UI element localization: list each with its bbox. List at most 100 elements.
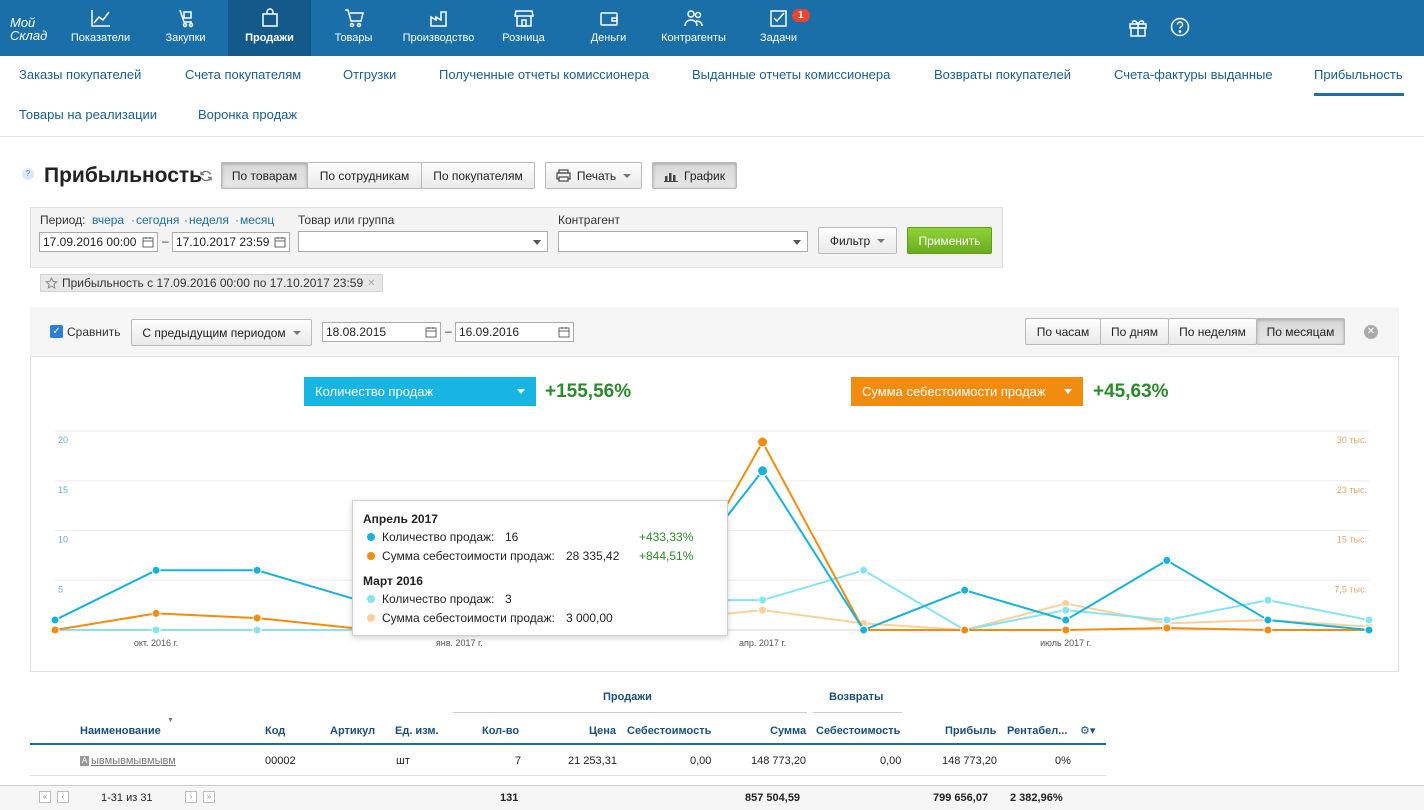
subnav-customer-returns[interactable]: Возвраты покупателей	[934, 67, 1071, 82]
period-yesterday-link[interactable]: вчера	[92, 213, 125, 227]
next-page-icon[interactable]: ›	[185, 791, 197, 803]
tooltip-label: Количество продаж:	[382, 592, 495, 606]
filter-button[interactable]: Фильтр	[818, 227, 897, 254]
refresh-icon[interactable]	[199, 169, 213, 183]
nav-item-money[interactable]: Деньги	[566, 0, 651, 56]
subnav-consignment[interactable]: Товары на реализации	[19, 107, 158, 122]
product-label: Товар или группа	[298, 213, 395, 227]
tooltip-delta: +844,51%	[639, 549, 694, 563]
compare-to-input[interactable]: 16.09.2016	[455, 322, 574, 342]
subnav-commission-issued[interactable]: Выданные отчеты комиссионера	[692, 67, 891, 82]
col-header-unit[interactable]: Ед. изм.	[395, 725, 439, 737]
help-icon[interactable]: ?	[22, 168, 34, 180]
left-metric-dropdown[interactable]: Количество продаж	[304, 377, 536, 406]
col-header-code[interactable]: Код	[265, 725, 286, 737]
data-point-cost_prev	[758, 605, 768, 615]
granularity-months-button[interactable]: По месяцам	[1256, 318, 1345, 345]
subnav-customer-orders[interactable]: Заказы покупателей	[19, 67, 142, 82]
col-header-name[interactable]: Наименование	[80, 725, 161, 737]
col-header-return-cost[interactable]: Себестоимость	[816, 725, 901, 737]
col-header-qty[interactable]: Кол-во	[482, 725, 520, 737]
date-from-input[interactable]: 17.09.2016 00:00	[39, 232, 158, 252]
data-point-qty_prev	[1263, 595, 1273, 605]
logo[interactable]: Мой Склад	[0, 0, 58, 56]
calendar-icon[interactable]	[274, 236, 286, 248]
right-metric-dropdown[interactable]: Сумма себестоимости продаж	[851, 377, 1083, 406]
tooltip-label: Сумма себестоимости продаж:	[382, 549, 555, 563]
period-week-link[interactable]: неделя	[189, 213, 229, 227]
group-by-goods-button[interactable]: По товарам	[221, 162, 308, 189]
calendar-icon[interactable]	[558, 326, 570, 338]
group-by-employees-button[interactable]: По сотрудникам	[307, 162, 422, 189]
gear-icon[interactable]: ⚙▾	[1080, 725, 1096, 737]
data-point-qty_prev	[1162, 615, 1172, 625]
calendar-icon[interactable]	[425, 326, 437, 338]
col-header-margin[interactable]: Рентабел...	[1007, 725, 1068, 737]
calendar-icon[interactable]	[142, 236, 154, 248]
subnav-shipments[interactable]: Отгрузки	[343, 67, 397, 82]
nav-item-purchases[interactable]: Закупки	[143, 0, 228, 56]
date-to-input[interactable]: 17.10.2017 23:59	[172, 232, 290, 252]
counterparty-select[interactable]	[558, 231, 808, 252]
close-chart-icon[interactable]: ✕	[1364, 325, 1378, 339]
y-left-tick-label: 10	[58, 535, 68, 545]
data-point-qty	[1162, 555, 1172, 565]
right-metric-label: Сумма себестоимости продаж	[862, 384, 1046, 399]
nav-item-tasks[interactable]: Задачи 1	[736, 0, 821, 56]
print-button[interactable]: Печать	[545, 162, 642, 189]
table-footer	[0, 785, 1424, 810]
total-sum: 857 504,59	[745, 792, 801, 804]
star-icon[interactable]	[45, 276, 58, 290]
compare-to-value: 16.09.2016	[459, 325, 520, 339]
nav-item-production[interactable]: Производство	[396, 0, 481, 56]
compare-from-input[interactable]: 18.08.2015	[322, 322, 441, 342]
col-header-sum[interactable]: Сумма	[770, 725, 807, 737]
apply-button[interactable]: Применить	[907, 227, 992, 254]
data-point-qty	[1061, 615, 1071, 625]
nav-item-retail[interactable]: Розница	[481, 0, 566, 56]
compare-mode-dropdown[interactable]: С предыдущим периодом	[131, 319, 312, 346]
help-circle-icon[interactable]	[1169, 16, 1191, 38]
row-unit: шт	[396, 755, 410, 767]
nav-item-counterparties[interactable]: Контрагенты	[651, 0, 736, 56]
nav-label: Деньги	[590, 32, 627, 44]
graph-button[interactable]: График	[652, 162, 737, 189]
tooltip-title-previous: Март 2016	[363, 574, 423, 588]
granularity-days-button[interactable]: По дням	[1100, 318, 1169, 345]
compare-checkbox[interactable]: ✓	[50, 325, 63, 338]
last-page-icon[interactable]: »	[203, 791, 215, 803]
date-range-dash: –	[162, 234, 169, 248]
product-select[interactable]	[298, 231, 548, 252]
close-icon[interactable]: ✕	[367, 277, 376, 289]
group-by-customers-button[interactable]: По покупателям	[421, 162, 535, 189]
nav-item-goods[interactable]: Товары	[311, 0, 396, 56]
chevron-down-icon	[533, 240, 541, 245]
nav-item-sales[interactable]: Продажи	[228, 0, 311, 56]
tooltip-dot	[367, 595, 375, 603]
period-label: Период:	[40, 213, 86, 227]
granularity-hours-button[interactable]: По часам	[1025, 318, 1101, 345]
subnav-sales-funnel[interactable]: Воронка продаж	[198, 107, 298, 122]
first-page-icon[interactable]: «	[39, 791, 51, 803]
granularity-weeks-button[interactable]: По неделям	[1168, 318, 1257, 345]
subnav-profitability[interactable]: Прибыльность	[1314, 67, 1403, 82]
graph-label: График	[684, 168, 725, 183]
subnav-invoices-issued[interactable]: Счета-фактуры выданные	[1114, 67, 1273, 82]
gift-icon[interactable]	[1127, 16, 1149, 38]
prev-page-icon[interactable]: ‹	[57, 791, 69, 803]
row-name-link[interactable]: ывмывмывмывм	[91, 755, 176, 767]
col-header-article[interactable]: Артикул	[330, 725, 376, 737]
saved-filter-chip[interactable]: Прибыльность с 17.09.2016 00:00 по 17.10…	[40, 274, 383, 292]
subnav-invoices[interactable]: Счета покупателям	[185, 67, 302, 82]
product-type-icon: A	[80, 756, 89, 766]
col-header-price[interactable]: Цена	[589, 725, 617, 737]
date-from-value: 17.09.2016 00:00	[43, 235, 137, 249]
period-today-link[interactable]: сегодня	[136, 213, 180, 227]
nav-item-indicators[interactable]: Показатели	[58, 0, 143, 56]
col-header-cost[interactable]: Себестоимость	[627, 725, 712, 737]
row-sum: 148 773,20	[751, 755, 807, 767]
subnav-commission-received[interactable]: Полученные отчеты комиссионера	[439, 67, 649, 82]
period-month-link[interactable]: месяц	[240, 213, 275, 227]
col-header-profit[interactable]: Прибыль	[945, 725, 997, 737]
y-left-tick-label: 20	[58, 435, 68, 445]
